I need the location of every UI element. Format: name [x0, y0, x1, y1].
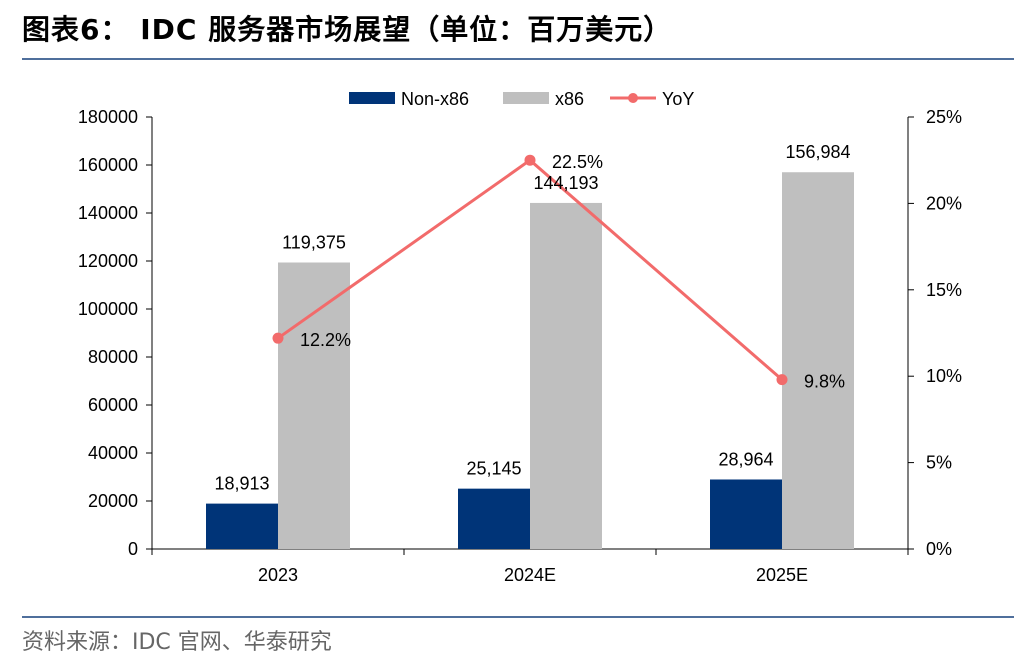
right-tick-label: 10% — [926, 366, 962, 386]
legend-swatch-non-x86 — [349, 92, 395, 104]
right-tick-label: 15% — [926, 280, 962, 300]
axes: 0 20000 40000 60000 80000 100000 120000 140000 1… — [78, 107, 962, 585]
x-tick-label: 2025E — [756, 565, 808, 585]
data-label-yoy: 9.8% — [804, 372, 845, 392]
data-label-yoy: 22.5% — [552, 152, 603, 172]
data-label-non-x86: 25,145 — [466, 459, 521, 479]
data-label-non-x86: 18,913 — [214, 474, 269, 494]
legend: Non-x86 x86 YoY — [349, 89, 694, 109]
yoy-point — [776, 374, 788, 386]
bar-x86 — [530, 202, 602, 549]
left-tick-label: 120000 — [78, 251, 138, 271]
left-tick-label: 80000 — [88, 347, 138, 367]
legend-label-x86: x86 — [555, 89, 584, 109]
yoy-point — [272, 332, 284, 344]
legend-label-yoy: YoY — [662, 89, 694, 109]
data-label-x86: 119,375 — [282, 233, 346, 253]
left-tick-label: 100000 — [78, 299, 138, 319]
data-label-yoy: 12.2% — [300, 330, 351, 350]
left-tick-label: 20000 — [88, 491, 138, 511]
bar-non-x86 — [458, 488, 530, 549]
source-note: 资料来源：IDC 官网、华泰研究 — [22, 630, 332, 655]
data-label-x86: 156,984 — [785, 142, 850, 162]
yoy-line — [272, 154, 788, 386]
right-tick-label: 25% — [926, 107, 962, 127]
legend-swatch-yoy-marker — [628, 93, 638, 103]
left-tick-label: 0 — [128, 539, 138, 559]
x-tick-label: 2024E — [504, 565, 556, 585]
chart-title: 图表6： IDC 服务器市场展望（单位：百万美元） — [22, 13, 673, 46]
bar-non-x86 — [710, 479, 782, 549]
data-label-x86: 144,193 — [533, 173, 598, 193]
left-tick-label: 160000 — [78, 155, 138, 175]
right-tick-label: 20% — [926, 193, 962, 213]
legend-swatch-x86 — [503, 92, 549, 104]
bar-x86 — [278, 262, 350, 549]
right-tick-label: 0% — [926, 539, 952, 559]
yoy-point — [524, 154, 536, 166]
bars — [206, 172, 854, 549]
data-label-non-x86: 28,964 — [718, 449, 773, 469]
x-tick-label: 2023 — [258, 565, 298, 585]
legend-label-non-x86: Non-x86 — [401, 89, 469, 109]
left-tick-label: 180000 — [78, 107, 138, 127]
bar-non-x86 — [206, 503, 278, 549]
left-tick-label: 60000 — [88, 395, 138, 415]
left-tick-label: 140000 — [78, 203, 138, 223]
title-rule — [22, 58, 1014, 60]
bar-x86 — [782, 172, 854, 549]
source-rule — [22, 616, 1014, 618]
left-tick-label: 40000 — [88, 443, 138, 463]
data-labels: 18,913 119,375 25,145 144,193 28,964 156,984 1… — [214, 142, 850, 493]
right-tick-label: 5% — [926, 453, 952, 473]
